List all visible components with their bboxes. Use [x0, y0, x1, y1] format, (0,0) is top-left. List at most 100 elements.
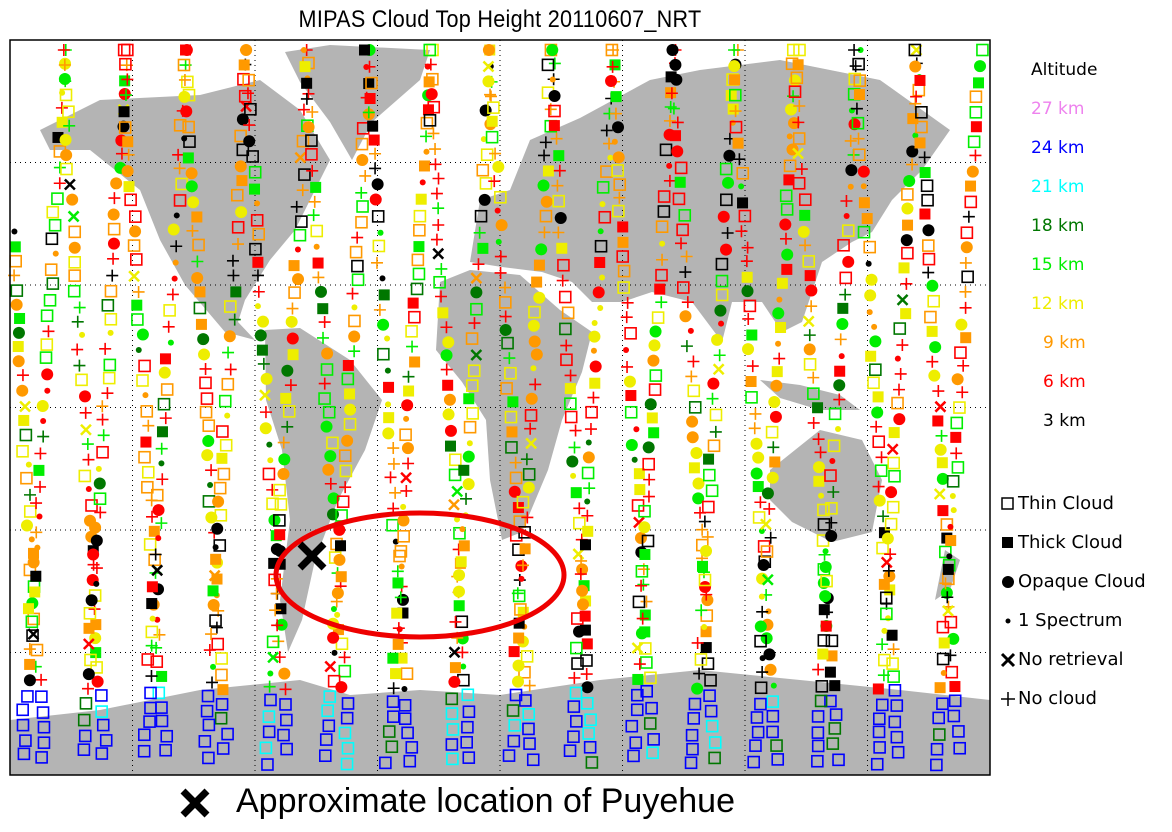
opaque-cloud-mark [566, 455, 579, 468]
opaque-cloud-mark [302, 121, 315, 134]
thin-cloud-mark [386, 695, 400, 708]
opaque-cloud-mark [348, 330, 361, 343]
thin-cloud-mark [37, 736, 51, 749]
thin-cloud-mark [216, 425, 229, 438]
thick-cloud-mark [634, 484, 646, 496]
no-cloud-mark [57, 44, 70, 56]
one-spectrum-mark [776, 296, 783, 303]
opaque-cloud-mark [321, 347, 334, 360]
thin-cloud-mark [216, 742, 230, 755]
thin-cloud-mark [141, 653, 155, 666]
thin-cloud-mark [103, 358, 117, 372]
opaque-cloud-mark [327, 631, 340, 644]
thick-cloud-mark [872, 683, 884, 695]
one-spectrum-mark [758, 593, 765, 600]
opaque-cloud-mark [377, 318, 390, 331]
opaque-cloud-mark [842, 255, 855, 268]
no-cloud-mark [449, 615, 462, 628]
thin-cloud-mark [583, 740, 597, 754]
thick-cloud-mark [878, 527, 890, 539]
no-cloud-mark [156, 473, 169, 486]
thin-cloud-mark [280, 742, 293, 756]
thick-cloud-mark [387, 652, 399, 664]
legend-type-item: No retrieval [1000, 649, 1124, 670]
no-cloud-mark [524, 422, 537, 435]
no-cloud-mark [58, 59, 71, 72]
no-cloud-mark [346, 287, 359, 300]
thin-cloud-mark [221, 727, 234, 741]
thin-cloud-mark [512, 589, 526, 603]
thin-cloud-mark [523, 737, 536, 750]
no-cloud-mark [574, 568, 587, 581]
opaque-cloud-mark [936, 472, 949, 485]
thick-cloud-mark [358, 44, 370, 56]
one-spectrum-mark [466, 440, 473, 447]
no-cloud-mark [550, 132, 563, 145]
thin-cloud-mark [393, 549, 406, 563]
opaque-cloud-mark [322, 463, 335, 476]
thin-cloud-mark [338, 449, 352, 463]
one-spectrum-mark [294, 246, 301, 253]
thick-cloud-mark [898, 262, 910, 274]
opaque-cloud-mark [666, 44, 679, 56]
no-cloud-mark [186, 224, 199, 237]
thick-cloud-mark [506, 426, 518, 438]
no-cloud-mark [243, 119, 256, 132]
one-spectrum-mark [758, 528, 765, 535]
no-cloud-mark [573, 502, 586, 515]
opaque-cloud-mark [623, 375, 636, 388]
thick-cloud-mark [513, 617, 525, 629]
thin-cloud-mark [570, 641, 583, 655]
thick-cloud-mark [579, 624, 591, 636]
opaque-cloud-mark [576, 563, 589, 576]
thin-cloud-mark [557, 258, 570, 272]
no-retrieval-mark [448, 498, 460, 511]
no-cloud-mark [430, 187, 443, 200]
opaque-cloud-mark [401, 399, 414, 412]
thin-cloud-mark [869, 363, 882, 376]
legend-type-item: No cloud [1000, 688, 1097, 709]
thick-cloud-mark [752, 481, 764, 493]
no-cloud-mark [232, 238, 245, 251]
no-cloud-mark [900, 277, 913, 290]
thick-cloud-mark [932, 415, 944, 427]
no-cloud-mark [621, 360, 634, 373]
opaque-cloud-mark [581, 681, 594, 694]
one-spectrum-mark [775, 340, 782, 347]
thin-cloud-mark [964, 195, 978, 209]
thin-cloud-mark [853, 74, 867, 87]
opaque-cloud-mark [582, 451, 595, 464]
opaque-cloud-mark [903, 175, 916, 188]
thin-cloud-mark [30, 643, 44, 657]
thin-cloud-mark [349, 245, 363, 259]
thin-cloud-mark [298, 168, 311, 181]
thin-cloud-mark [715, 257, 729, 271]
opaque-cloud-mark [686, 415, 699, 428]
no-cloud-mark [814, 446, 827, 459]
opaque-cloud-mark [533, 291, 546, 304]
opaque-cloud-mark [479, 104, 492, 117]
thick-cloud-mark [633, 468, 645, 480]
no-cloud-mark [162, 320, 175, 333]
thick-cloud-mark [216, 452, 228, 464]
thin-cloud-mark [624, 327, 637, 340]
thin-cloud-mark [792, 132, 806, 145]
one-spectrum-mark [363, 63, 370, 70]
thin-cloud-mark [698, 573, 712, 587]
no-cloud-mark [199, 362, 212, 375]
no-cloud-mark [643, 473, 656, 486]
thin-cloud-mark [470, 302, 483, 316]
thin-cloud-mark [954, 346, 967, 359]
no-cloud-mark [894, 367, 907, 380]
thick-cloud-mark [252, 256, 264, 268]
no-cloud-mark [709, 425, 722, 438]
no-cloud-mark [173, 162, 186, 175]
no-cloud-mark [473, 226, 486, 239]
one-spectrum-mark [403, 415, 410, 422]
opaque-cloud-mark [27, 556, 40, 569]
one-spectrum-mark [494, 207, 501, 214]
thin-cloud-mark [561, 306, 575, 320]
thin-cloud-mark [423, 43, 437, 57]
thin-cloud-mark [874, 464, 888, 478]
thick-cloud-mark [646, 412, 658, 424]
